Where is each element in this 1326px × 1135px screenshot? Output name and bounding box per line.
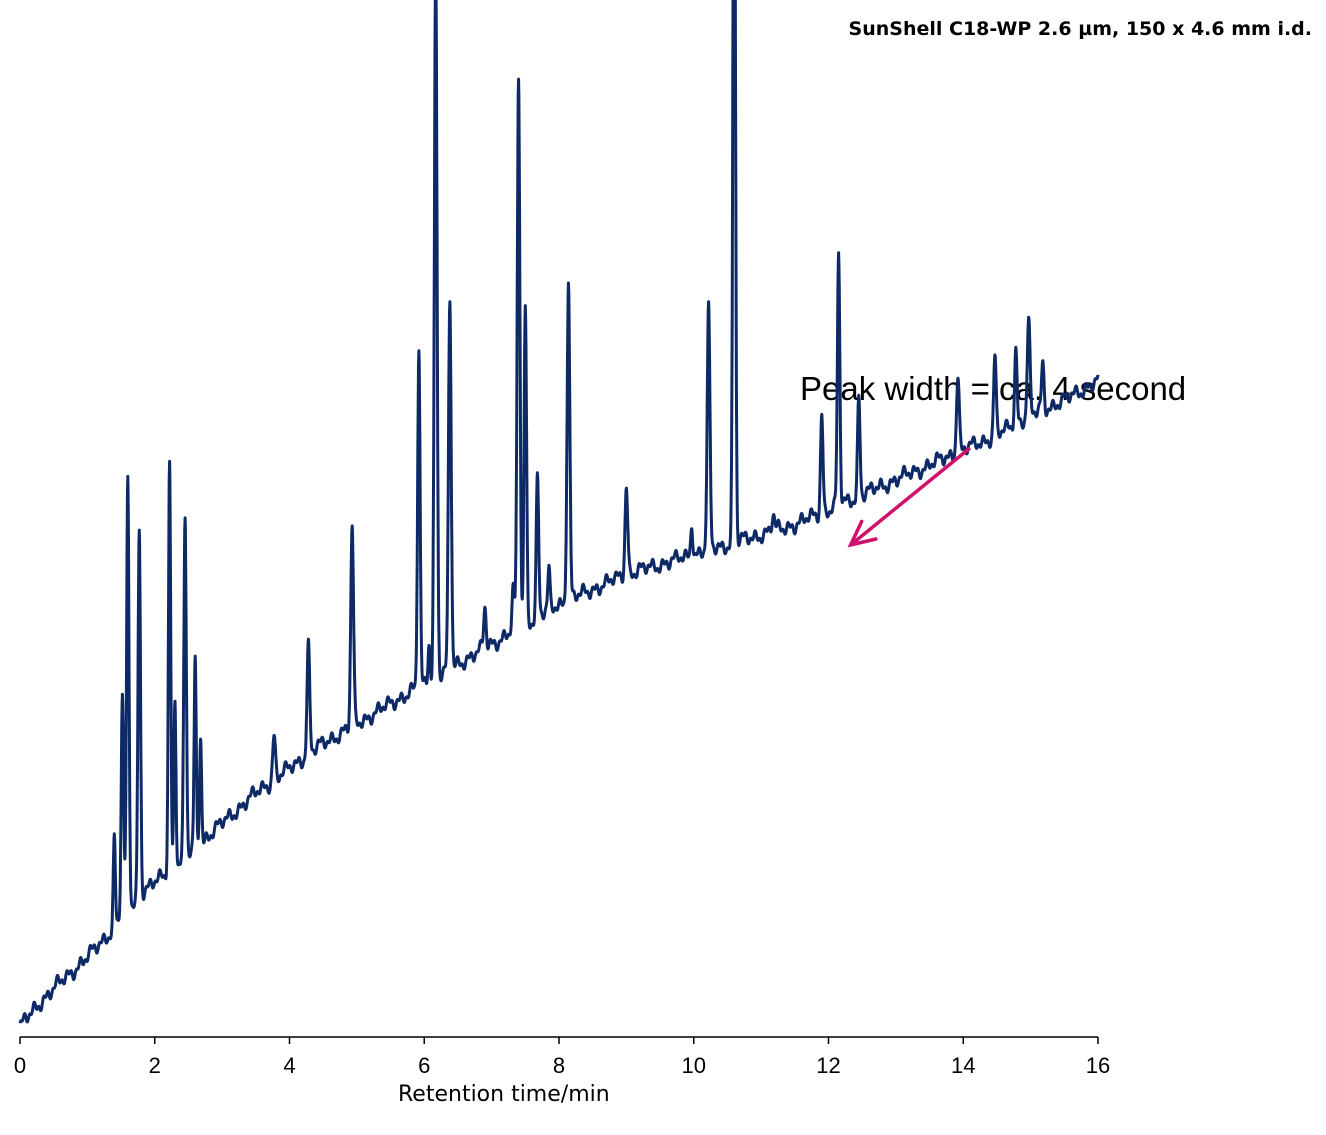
x-tick-label: 14 <box>951 1053 975 1078</box>
x-tick-label: 8 <box>553 1053 565 1078</box>
chart-title: SunShell C18-WP 2.6 µm, 150 x 4.6 mm i.d… <box>848 18 1312 40</box>
arrow-head <box>847 519 878 548</box>
x-axis-label: Retention time/min <box>398 1082 610 1107</box>
x-tick-label: 2 <box>149 1053 161 1078</box>
x-tick-label: 16 <box>1086 1053 1110 1078</box>
chromatogram-trace <box>18 0 1100 1024</box>
x-tick-label: 6 <box>418 1053 430 1078</box>
x-axis-ticks: 0 2 4 6 8 10 12 14 16 <box>14 1037 1110 1078</box>
x-tick-label: 0 <box>14 1053 26 1078</box>
arrow-shaft <box>849 446 972 547</box>
annotation-arrow <box>847 446 972 548</box>
x-tick-label: 12 <box>816 1053 840 1078</box>
x-tick-label: 10 <box>682 1053 706 1078</box>
x-tick-label: 4 <box>283 1053 295 1078</box>
